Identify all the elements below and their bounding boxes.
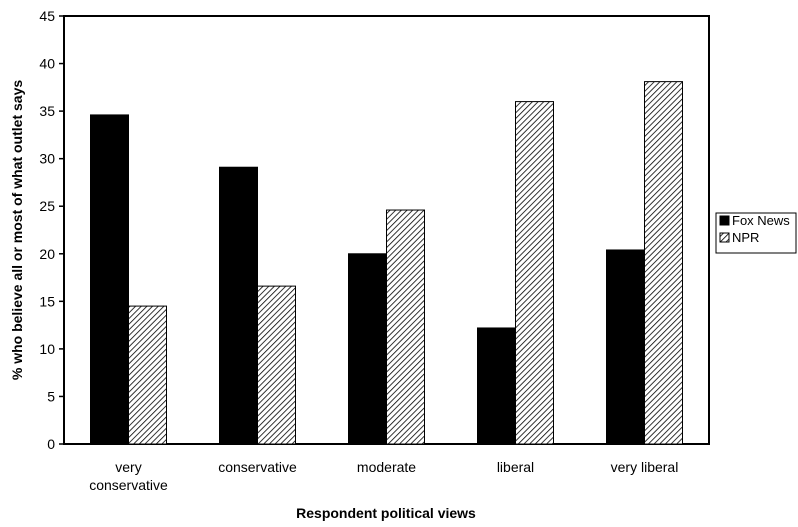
x-category-line: moderate: [357, 459, 416, 475]
legend-swatch: [719, 215, 730, 226]
legend-label: Fox News: [732, 213, 790, 228]
bar-fox-news: [348, 253, 387, 445]
y-tick-label: 40: [39, 56, 55, 72]
y-tick-label: 20: [39, 246, 55, 262]
x-category-label: moderate: [357, 459, 416, 475]
bar-npr: [644, 81, 683, 445]
bar-npr: [257, 285, 296, 445]
bar-npr: [386, 209, 425, 445]
legend-swatch: [719, 232, 730, 243]
x-axis-title: Respondent political views: [296, 505, 476, 521]
y-tick-label: 45: [39, 8, 55, 24]
x-category-label: very liberal: [611, 459, 679, 475]
y-axis: 0 5 10 15 20 25 30 35 40 45: [39, 8, 64, 452]
x-category-label: very conservative: [89, 459, 168, 493]
y-tick-label: 10: [39, 341, 55, 357]
y-axis-title: % who believe all or most of what outlet…: [9, 80, 25, 381]
bars: [90, 81, 683, 445]
x-category-label: liberal: [497, 459, 534, 475]
bar-fox-news: [90, 114, 129, 445]
x-axis-categories: very conservative conservative moderate libe…: [89, 459, 678, 493]
x-category-line: conservative: [218, 459, 297, 475]
legend-label: NPR: [732, 230, 759, 245]
y-tick-label: 15: [39, 293, 55, 309]
bar-npr: [515, 101, 554, 445]
x-category-line: very: [115, 459, 141, 475]
x-category-label: conservative: [218, 459, 297, 475]
bar-npr: [128, 305, 167, 445]
x-category-line: very liberal: [611, 459, 679, 475]
y-tick-label: 25: [39, 198, 55, 214]
y-tick-label: 5: [47, 388, 55, 404]
legend: Fox News NPR: [715, 212, 797, 254]
y-tick-label: 30: [39, 151, 55, 167]
bar-fox-news: [606, 249, 645, 445]
x-category-line: conservative: [89, 477, 168, 493]
x-category-line: liberal: [497, 459, 534, 475]
y-tick-label: 0: [47, 436, 55, 452]
bar-fox-news: [477, 327, 516, 445]
bar-fox-news: [219, 166, 258, 445]
y-tick-label: 35: [39, 103, 55, 119]
